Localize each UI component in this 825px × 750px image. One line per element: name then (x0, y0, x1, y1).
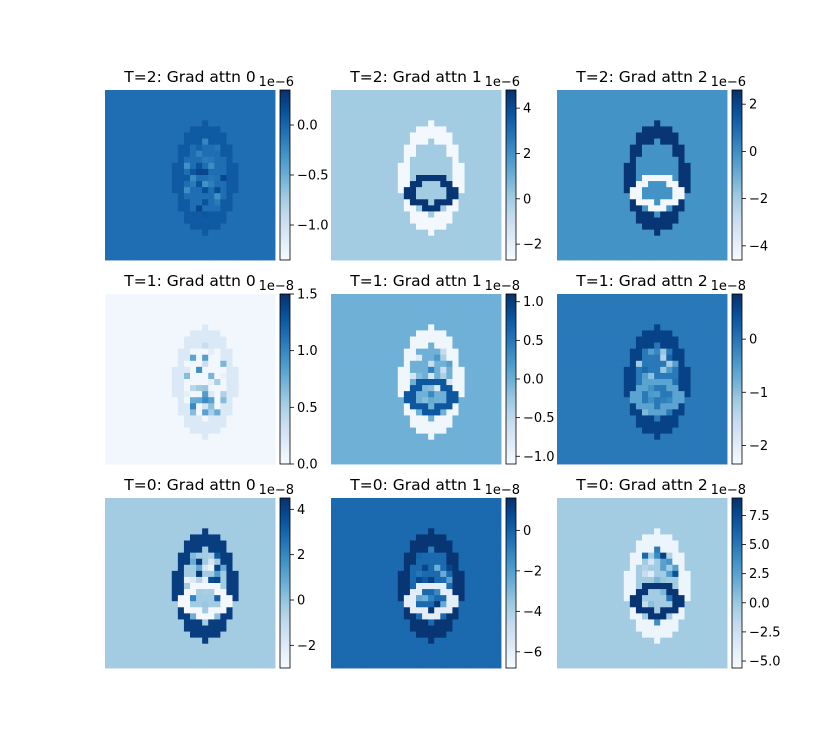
panel: T=0: Grad attn 0 4 2 0 −2 1e−8 (105, 476, 316, 669)
colorbar-tick-label: −1.0 (523, 450, 555, 465)
panel: T=1: Grad attn 1 1.0 0.5 0.0 −0.5 −1.0 1e−8 (331, 272, 555, 465)
panel-title: T=2: Grad attn 2 (575, 68, 707, 86)
colorbar: 1.0 0.5 0.0 −0.5 −1.0 1e−8 (485, 279, 555, 465)
colorbar-exponent: 1e−8 (259, 279, 294, 294)
panel-title: T=2: Grad attn 0 (123, 68, 255, 86)
colorbar-tick-label: 0 (749, 145, 757, 160)
colorbar: 0.0 −0.5 −1.0 1e−6 (259, 75, 329, 261)
colorbar-tick-label: 0.0 (297, 119, 318, 134)
panel: T=2: Grad attn 0 0.0 −0.5 −1.0 1e−6 (105, 68, 329, 261)
colorbar-exponent: 1e−8 (485, 279, 520, 294)
panel-title: T=0: Grad attn 2 (575, 476, 707, 494)
colorbar-tick-label: 0.0 (523, 373, 544, 388)
colorbar-tick-label: 4 (297, 503, 305, 518)
heatmap (557, 498, 728, 669)
colorbar: 0 −2 −4 −6 1e−8 (485, 483, 542, 669)
heatmap (331, 498, 502, 669)
panel-title: T=1: Grad attn 2 (575, 272, 707, 290)
colorbar-tick-label: −2.5 (749, 625, 781, 640)
colorbar-tick-label: 1.5 (297, 288, 318, 303)
heatmap (331, 90, 502, 261)
colorbar-tick-label: 0.5 (523, 334, 544, 349)
colorbar-tick-label: 0 (523, 524, 531, 539)
heatmap (105, 90, 276, 261)
colorbar-tick-label: 0 (749, 333, 757, 348)
colorbar: 4 2 0 −2 1e−8 (259, 483, 316, 669)
colorbar-tick-label: 4 (523, 102, 531, 117)
panel-title: T=2: Grad attn 1 (349, 68, 481, 86)
colorbar-tick-label: −5.0 (749, 655, 781, 670)
colorbar: 7.5 5.0 2.5 0.0 −2.5 −5.0 1e−8 (711, 483, 781, 670)
colorbar-tick-label: 5.0 (749, 538, 770, 553)
colorbar-tick-label: −2 (749, 439, 768, 454)
colorbar-exponent: 1e−8 (711, 483, 746, 498)
panel: T=1: Grad attn 0 1.5 1.0 0.5 0.0 1e−8 (105, 272, 318, 473)
colorbar-tick-label: 0.0 (749, 596, 770, 611)
panel: T=2: Grad attn 2 2 0 −2 −4 1e−6 (557, 68, 768, 261)
colorbar-tick-label: −1 (749, 386, 768, 401)
colorbar-exponent: 1e−8 (485, 483, 520, 498)
heatmap (331, 294, 502, 465)
panel: T=1: Grad attn 2 0 −1 −2 1e−8 (557, 272, 768, 465)
panel-title: T=1: Grad attn 1 (349, 272, 481, 290)
colorbar-tick-label: −4 (749, 239, 768, 254)
colorbar-tick-label: 2 (749, 98, 757, 113)
colorbar-tick-label: −2 (523, 238, 542, 253)
colorbar-tick-label: 0 (523, 192, 531, 207)
colorbar-tick-label: 2 (297, 548, 305, 563)
colorbar: 2 0 −2 −4 1e−6 (711, 75, 768, 261)
colorbar-exponent: 1e−6 (485, 75, 520, 90)
colorbar-tick-label: 0 (297, 594, 305, 609)
colorbar-tick-label: −1.0 (297, 219, 329, 234)
colorbar-tick-label: 0.5 (297, 401, 318, 416)
colorbar-tick-label: 2.5 (749, 567, 770, 582)
panel-title: T=0: Grad attn 1 (349, 476, 481, 494)
colorbar-tick-label: −6 (523, 645, 542, 660)
colorbar-tick-label: 1.0 (523, 295, 544, 310)
colorbar-exponent: 1e−6 (711, 75, 746, 90)
colorbar-tick-label: 7.5 (749, 509, 770, 524)
colorbar-tick-label: −0.5 (523, 411, 555, 426)
heatmap (105, 498, 276, 669)
heatmap (105, 294, 276, 465)
colorbar-tick-label: −0.5 (297, 169, 329, 184)
panel-title: T=1: Grad attn 0 (123, 272, 255, 290)
colorbar-exponent: 1e−8 (259, 483, 294, 498)
colorbar-exponent: 1e−8 (711, 279, 746, 294)
panel: T=0: Grad attn 2 7.5 5.0 2.5 0.0 −2.5 −5.0 1e−8 (557, 476, 781, 670)
colorbar: 4 2 0 −2 1e−6 (485, 75, 542, 261)
colorbar-exponent: 1e−6 (259, 75, 294, 90)
heatmap (557, 90, 728, 261)
colorbar-tick-label: −4 (523, 605, 542, 620)
panel: T=2: Grad attn 1 4 2 0 −2 1e−6 (331, 68, 542, 261)
heatmap (557, 294, 728, 465)
colorbar-tick-label: −2 (523, 564, 542, 579)
colorbar-tick-label: 2 (523, 147, 531, 162)
colorbar-tick-label: −2 (749, 192, 768, 207)
colorbar-tick-label: −2 (297, 639, 316, 654)
panel-title: T=0: Grad attn 0 (123, 476, 255, 494)
colorbar-tick-label: 1.0 (297, 344, 318, 359)
colorbar-tick-label: 0.0 (297, 458, 318, 473)
panel: T=0: Grad attn 1 0 −2 −4 −6 1e−8 (331, 476, 542, 669)
colorbar: 0 −1 −2 1e−8 (711, 279, 768, 465)
colorbar: 1.5 1.0 0.5 0.0 1e−8 (259, 279, 318, 473)
